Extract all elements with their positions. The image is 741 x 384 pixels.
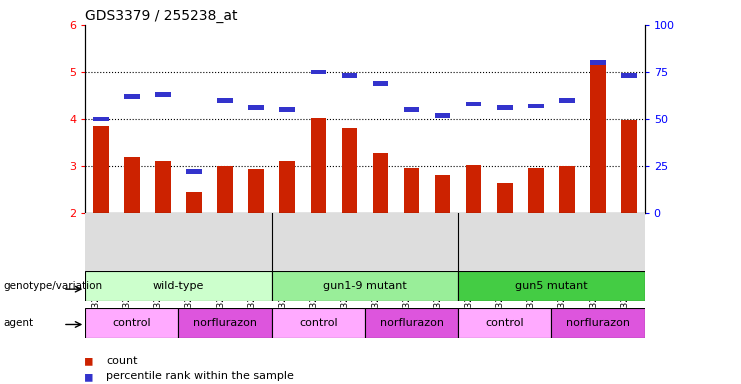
Bar xyxy=(272,271,458,301)
Bar xyxy=(124,157,139,213)
Text: control: control xyxy=(299,318,338,328)
Text: control: control xyxy=(485,318,524,328)
Bar xyxy=(404,168,419,213)
Bar xyxy=(373,81,388,86)
Bar xyxy=(93,117,108,121)
Bar xyxy=(373,153,388,213)
Bar xyxy=(155,92,170,97)
Bar xyxy=(497,105,513,110)
Bar xyxy=(497,182,513,213)
Bar xyxy=(458,308,551,338)
Bar xyxy=(248,105,264,110)
Bar xyxy=(458,271,645,301)
Bar xyxy=(342,73,357,78)
Bar xyxy=(435,113,451,118)
Bar xyxy=(404,107,419,112)
Text: GDS3379 / 255238_at: GDS3379 / 255238_at xyxy=(85,8,238,23)
Bar xyxy=(591,60,606,65)
Bar xyxy=(279,161,295,213)
Bar xyxy=(528,104,544,108)
Text: ■: ■ xyxy=(85,354,93,367)
Bar xyxy=(365,308,458,338)
Text: wild-type: wild-type xyxy=(153,281,204,291)
Text: gun5 mutant: gun5 mutant xyxy=(515,281,588,291)
Bar xyxy=(217,166,233,213)
Bar xyxy=(559,166,575,213)
Bar xyxy=(551,308,645,338)
Text: control: control xyxy=(113,318,151,328)
Bar xyxy=(342,127,357,213)
Text: norflurazon: norflurazon xyxy=(379,318,444,328)
Bar xyxy=(279,107,295,112)
Bar xyxy=(528,169,544,213)
Text: genotype/variation: genotype/variation xyxy=(4,281,103,291)
Text: count: count xyxy=(106,356,138,366)
Text: norflurazon: norflurazon xyxy=(566,318,630,328)
Bar xyxy=(622,121,637,213)
Text: percentile rank within the sample: percentile rank within the sample xyxy=(106,371,294,381)
Bar xyxy=(155,161,170,213)
Bar xyxy=(179,308,272,338)
Bar xyxy=(310,70,326,74)
Bar xyxy=(591,65,606,213)
Text: ■: ■ xyxy=(85,370,93,383)
Bar xyxy=(93,126,108,213)
Text: gun1-9 mutant: gun1-9 mutant xyxy=(323,281,407,291)
Bar xyxy=(622,73,637,78)
Bar xyxy=(466,102,482,106)
Bar xyxy=(248,169,264,213)
Bar xyxy=(217,98,233,103)
Text: agent: agent xyxy=(4,318,34,328)
Bar xyxy=(435,175,451,213)
Bar xyxy=(272,308,365,338)
Bar xyxy=(310,118,326,213)
Bar xyxy=(85,308,179,338)
Bar xyxy=(466,165,482,213)
Bar xyxy=(559,98,575,103)
Bar xyxy=(124,94,139,99)
Bar xyxy=(186,192,202,213)
Bar xyxy=(85,271,272,301)
Bar xyxy=(186,169,202,174)
Text: norflurazon: norflurazon xyxy=(193,318,257,328)
